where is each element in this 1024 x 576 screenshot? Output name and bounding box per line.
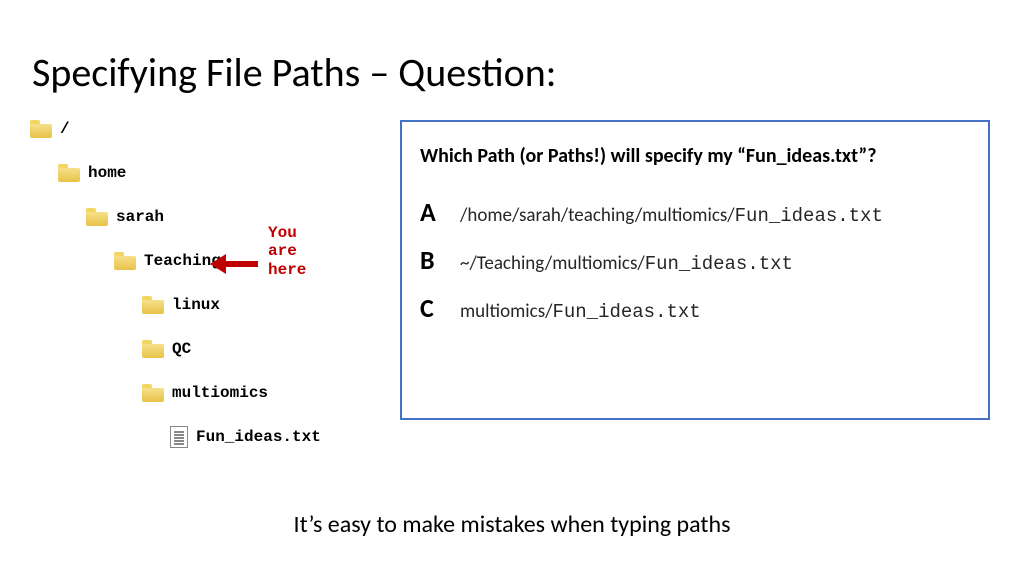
option-prefix: multiomics/ — [460, 300, 552, 323]
option-file: Fun_ideas.txt — [645, 253, 793, 275]
arrow-left-icon — [210, 256, 258, 272]
slide-title: Specifying File Paths – Question: — [32, 48, 556, 97]
tree-row-home: home — [30, 162, 321, 184]
tree-label: multiomics — [172, 384, 268, 402]
folder-icon — [58, 164, 80, 182]
callout-text: You are here — [268, 224, 306, 279]
tree-label: home — [88, 164, 126, 182]
tree-row-multiomics: multiomics — [30, 382, 321, 404]
option-text: ~/Teaching/multiomics/Fun_ideas.txt — [460, 252, 793, 275]
folder-icon — [142, 296, 164, 314]
option-text: multiomics/Fun_ideas.txt — [460, 300, 701, 323]
option-letter: B — [420, 244, 460, 276]
option-letter: A — [420, 196, 460, 228]
tree-label: QC — [172, 340, 191, 358]
option-row-a: A /home/sarah/teaching/multiomics/Fun_id… — [420, 196, 970, 228]
folder-icon — [30, 120, 52, 138]
tree-row-file: Fun_ideas.txt — [30, 426, 321, 448]
tree-label: sarah — [116, 208, 164, 226]
you-are-here-callout: You are here — [210, 236, 306, 291]
option-text: /home/sarah/teaching/multiomics/Fun_idea… — [460, 204, 883, 227]
folder-icon — [142, 384, 164, 402]
tree-label: Fun_ideas.txt — [196, 428, 321, 446]
option-letter: C — [420, 292, 460, 324]
tree-label: linux — [172, 296, 220, 314]
option-file: Fun_ideas.txt — [552, 301, 700, 323]
question-box: Which Path (or Paths!) will specify my “… — [400, 120, 990, 420]
tree-row-qc: QC — [30, 338, 321, 360]
option-row-c: C multiomics/Fun_ideas.txt — [420, 292, 970, 324]
tree-label: / — [60, 120, 70, 138]
question-prompt: Which Path (or Paths!) will specify my “… — [420, 144, 970, 168]
option-prefix: /home/sarah/teaching/multiomics/ — [460, 204, 735, 227]
folder-icon — [142, 340, 164, 358]
slide: Specifying File Paths – Question: / home… — [0, 0, 1024, 576]
folder-icon — [114, 252, 136, 270]
option-prefix: ~/Teaching/multiomics/ — [460, 252, 645, 275]
footer-note: It’s easy to make mistakes when typing p… — [0, 510, 1024, 539]
tree-row-root: / — [30, 118, 321, 140]
option-row-b: B ~/Teaching/multiomics/Fun_ideas.txt — [420, 244, 970, 276]
callout-line: You — [268, 224, 306, 242]
file-icon — [170, 426, 188, 448]
option-file: Fun_ideas.txt — [735, 205, 883, 227]
callout-line: here — [268, 261, 306, 279]
tree-row-linux: linux — [30, 294, 321, 316]
folder-icon — [86, 208, 108, 226]
callout-line: are — [268, 242, 306, 260]
